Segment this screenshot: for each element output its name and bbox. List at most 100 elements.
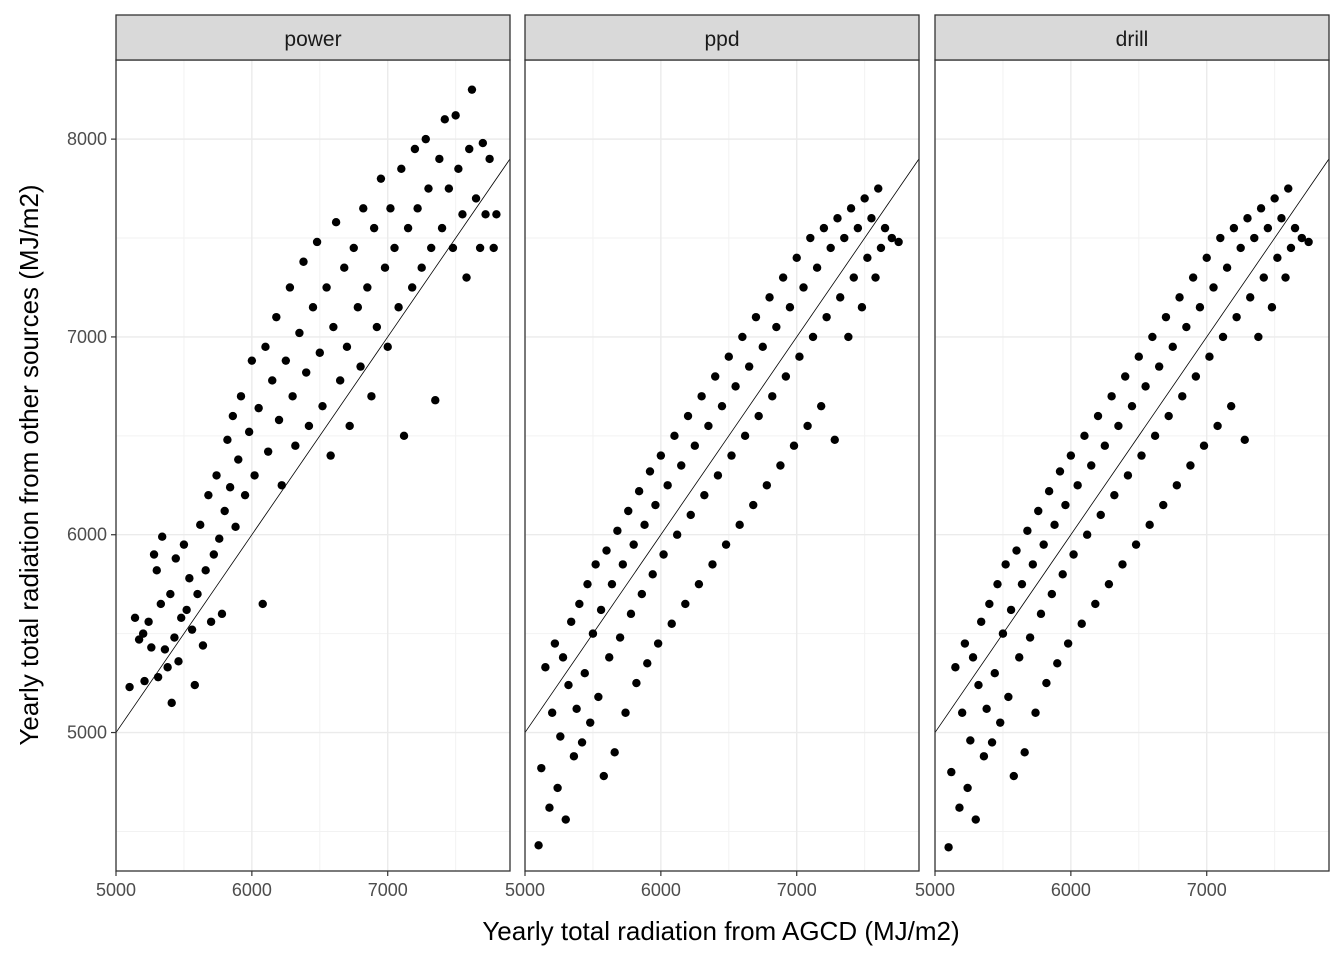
data-point: [322, 283, 331, 292]
points-power: [125, 85, 501, 708]
data-point: [295, 328, 304, 338]
data-point: [816, 401, 826, 411]
data-point: [147, 643, 156, 652]
plot-area: [525, 60, 919, 871]
data-point: [274, 415, 284, 425]
data-point: [193, 589, 202, 599]
data-point: [795, 352, 804, 361]
data-point: [231, 522, 240, 532]
data-point: [1028, 560, 1038, 569]
data-point: [285, 283, 295, 292]
data-point: [1281, 273, 1290, 282]
data-point: [758, 342, 767, 352]
data-point: [640, 520, 649, 530]
data-point: [1050, 520, 1059, 530]
data-point: [240, 490, 250, 500]
data-point: [556, 732, 565, 741]
data-point: [880, 223, 890, 233]
data-point: [624, 506, 633, 516]
data-point: [690, 441, 700, 450]
data-point: [700, 490, 709, 500]
facet-strip: [524, 14, 920, 61]
data-point: [149, 550, 159, 559]
data-point: [577, 738, 587, 747]
data-point: [830, 435, 839, 444]
data-point: [215, 534, 224, 543]
plot-area: [116, 60, 510, 871]
data-point: [329, 322, 338, 332]
data-point: [659, 550, 668, 559]
data-point: [599, 771, 608, 781]
data-point: [621, 708, 630, 717]
data-point: [836, 293, 845, 302]
data-point: [724, 352, 733, 361]
x-tick-label: 5000: [915, 880, 955, 900]
data-point: [944, 843, 953, 852]
data-point: [768, 392, 777, 401]
data-point: [947, 767, 956, 777]
data-point: [1110, 490, 1119, 500]
data-point: [478, 138, 488, 148]
data-point: [451, 111, 460, 120]
data-point: [594, 692, 603, 702]
data-point: [1023, 526, 1032, 535]
panel-ppd: ppd 5000 6000 7000: [505, 14, 920, 900]
data-point: [1009, 771, 1018, 781]
data-point: [1100, 441, 1110, 450]
data-point: [1058, 570, 1067, 579]
data-point: [833, 214, 842, 223]
data-point: [713, 471, 723, 480]
facet-label: drill: [1116, 28, 1149, 51]
data-point: [448, 243, 458, 253]
data-point: [1012, 546, 1021, 555]
data-point: [1145, 520, 1154, 530]
data-point: [727, 451, 736, 460]
data-point: [894, 237, 903, 247]
x-tick-label: 6000: [1051, 880, 1091, 900]
data-point: [670, 431, 679, 441]
data-point: [134, 635, 144, 644]
data-point: [437, 223, 447, 233]
plot-area: [935, 60, 1329, 871]
data-point: [541, 663, 550, 672]
data-point: [1236, 243, 1245, 253]
data-point: [553, 783, 562, 793]
data-point: [1202, 253, 1211, 263]
points-drill: [944, 184, 1313, 852]
data-point: [575, 599, 584, 609]
data-point: [1031, 708, 1040, 717]
data-point: [417, 263, 426, 272]
data-point: [545, 803, 554, 812]
facet-strip: [115, 14, 511, 61]
data-point: [166, 589, 175, 599]
data-point: [1205, 352, 1214, 361]
data-point: [826, 243, 835, 253]
data-point: [281, 356, 291, 365]
data-point: [613, 526, 622, 535]
data-point: [1218, 332, 1228, 342]
data-point: [383, 342, 392, 352]
data-point: [1121, 372, 1130, 381]
y-axis-title: Yearly total radiation from other source…: [14, 184, 44, 745]
data-point: [198, 641, 208, 650]
data-point: [778, 273, 788, 282]
data-point: [410, 144, 420, 154]
data-point: [697, 392, 706, 401]
data-point: [201, 566, 210, 575]
data-point: [1256, 204, 1266, 213]
data-point: [335, 376, 345, 385]
data-point: [1277, 214, 1286, 223]
data-point: [152, 566, 161, 575]
panel-drill: drill 5000 6000 7000: [915, 14, 1330, 900]
data-point: [819, 223, 829, 233]
data-point: [413, 204, 422, 213]
data-point: [1077, 619, 1086, 628]
data-point: [1055, 467, 1065, 476]
data-point: [380, 263, 390, 272]
data-point: [1209, 283, 1218, 292]
data-point: [1150, 431, 1160, 441]
data-point: [1131, 540, 1141, 549]
data-point: [209, 550, 219, 559]
data-point: [985, 599, 994, 609]
